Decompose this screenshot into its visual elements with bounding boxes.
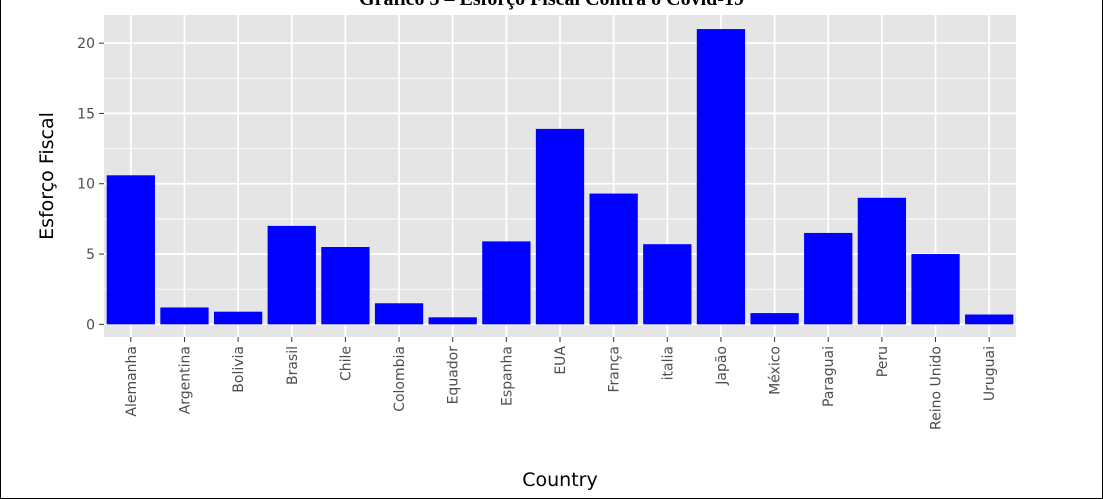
bar-bolivia [213,311,263,325]
x-tick-label: Alemanha [124,346,140,417]
bar-equador [428,317,477,325]
bar-argentina [160,307,209,325]
bar-chile [321,247,370,325]
x-tick-label: Espanha [499,346,515,406]
x-tick-label: México [768,346,784,395]
x-tick-label: Bolivia [231,346,247,393]
bar-brasil [267,225,316,325]
x-tick-label: Chile [338,346,354,381]
y-tick-label: 20 [77,36,95,52]
x-tick-label: italia [660,346,676,380]
bar-italia [643,244,692,325]
x-tick-label: Paraguai [821,346,837,407]
bar-colombia [374,303,424,325]
bar-peru [857,197,907,325]
x-tick-label: Equador [446,346,462,405]
y-tick-label: 0 [86,317,95,333]
x-tick-label: Uruguai [982,346,998,401]
bar-uruguai [965,314,1014,325]
bar-eua [535,128,585,325]
x-tick-label: Peru [875,346,891,377]
x-tick-label: Japão [714,346,730,386]
x-tick-label: Brasil [285,346,301,385]
x-tick-label: Argentina [177,346,193,414]
y-axis-title: Esforço Fiscal [36,112,58,240]
bar-reino-unido [911,254,960,325]
bar-espanha [482,241,531,325]
y-tick-label: 15 [77,106,95,122]
x-tick-label: França [607,346,623,393]
bar-alemanha [106,175,155,325]
bar-méxico [750,313,799,325]
chart-title: Gráfico 3 – Esforço Fiscal Contra o Covi… [0,0,1103,11]
y-tick-label: 5 [86,247,95,263]
x-axis-title: Country [522,469,597,491]
bar-frança [589,193,638,325]
bar-paraguai [804,232,853,325]
x-tick-label: Colombia [392,346,408,412]
bar-japão [696,29,746,325]
x-tick-label: EUA [553,346,569,375]
x-tick-label: Reino Unido [929,346,945,430]
y-tick-label: 10 [77,177,95,193]
